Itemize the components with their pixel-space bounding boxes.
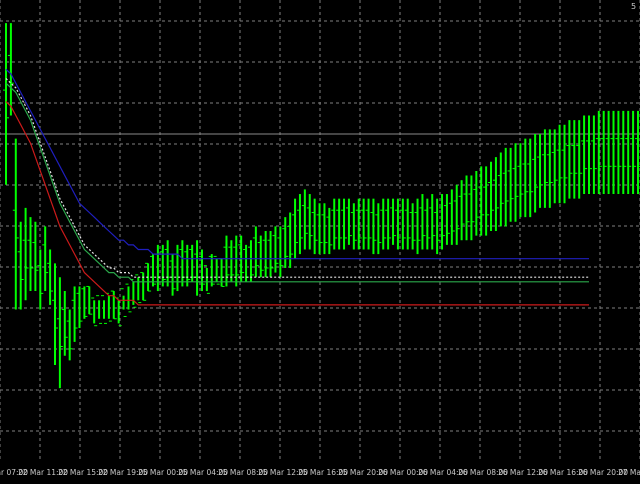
- x-tick-label: 25 Mar 20:00: [338, 468, 388, 477]
- indicator-line-red: [5, 101, 589, 306]
- x-tick-label: 22 Mar 11:00: [18, 468, 68, 477]
- x-tick-label: 26 Mar 12:00: [498, 468, 548, 477]
- x-tick-label: 25 Mar 12:00: [258, 468, 308, 477]
- x-tick-label: 25 Mar 00:00: [138, 468, 188, 477]
- indicator-line-blue: [5, 68, 589, 260]
- x-tick-label: 22 Mar 15:00: [58, 468, 108, 477]
- x-tick-label: 26 Mar 04:00: [418, 468, 468, 477]
- x-tick-label: 25 Mar 08:00: [218, 468, 268, 477]
- indicator-lines: [5, 68, 589, 306]
- x-tick-label: 26 Mar 00:00: [378, 468, 428, 477]
- x-tick-label: 25 Mar 16:00: [298, 468, 348, 477]
- x-tick-label: 21 Mar 07:00: [0, 468, 28, 477]
- x-tick-label: 26 Mar 20:00: [578, 468, 628, 477]
- x-tick-label: 26 Mar 08:00: [458, 468, 508, 477]
- indicator-line-green: [5, 82, 589, 283]
- indicator-line-white-dotted: [5, 78, 589, 278]
- x-tick-label: 22 Mar 19:00: [98, 468, 148, 477]
- x-tick-label: 25 Mar 04:00: [178, 468, 228, 477]
- x-tick-label: 26 Mar 16:00: [538, 468, 588, 477]
- x-tick-label: 27 Mar 00:00: [618, 468, 640, 477]
- corner-label: 5: [631, 2, 636, 11]
- price-bars: [3, 23, 640, 389]
- grid: [0, 0, 640, 462]
